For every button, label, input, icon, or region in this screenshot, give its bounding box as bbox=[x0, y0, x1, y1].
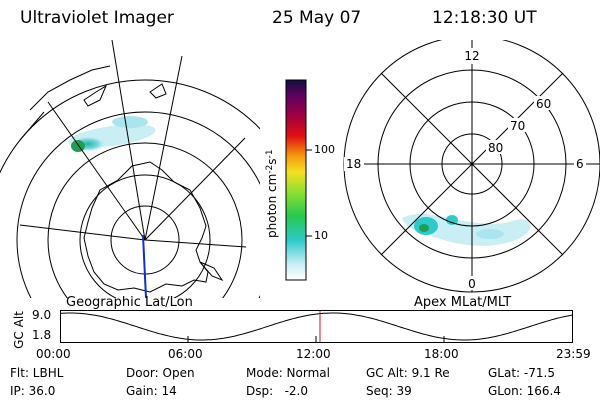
x-tick-0000: 00:00 bbox=[36, 347, 71, 361]
mlat-80-label: 80 bbox=[488, 141, 503, 155]
colorbar-gradient bbox=[285, 79, 307, 281]
geographic-label: Geographic Lat/Lon bbox=[66, 295, 193, 310]
alt-ylabel: GC Alt bbox=[11, 311, 26, 349]
x-tick-2359: 23:59 bbox=[556, 347, 591, 361]
glon-info: GLon: 166.4 bbox=[488, 384, 561, 398]
ip-info: IP: 36.0 bbox=[10, 384, 56, 398]
mlt-12-label: 12 bbox=[464, 49, 479, 63]
dsp-info: Dsp: -2.0 bbox=[246, 384, 309, 398]
colorbar-unit-label: photon cm-2s-1 bbox=[265, 149, 279, 238]
gain-info: Gain: 14 bbox=[126, 384, 177, 398]
glat-info: GLat: -71.5 bbox=[488, 366, 555, 380]
apex-label: Apex MLat/MLT bbox=[414, 295, 512, 310]
mode-info: Mode: Normal bbox=[246, 366, 330, 380]
mlt-0-label: 0 bbox=[468, 277, 476, 291]
x-tick-1800: 18:00 bbox=[424, 347, 459, 361]
date-label: 25 May 07 bbox=[272, 8, 362, 28]
mlat-60-label: 60 bbox=[536, 97, 551, 111]
door-info: Door: Open bbox=[126, 366, 195, 380]
alt-y-low: 1.8 bbox=[32, 328, 52, 342]
time-label: 12:18:30 UT bbox=[432, 8, 537, 28]
mlt-18-label: 18 bbox=[346, 157, 361, 171]
altitude-curve bbox=[60, 312, 573, 341]
mlat-mlt-map: 12 18 6 0 60 70 80 bbox=[343, 40, 600, 293]
colorbar: photon cm-2s-1 bbox=[265, 79, 312, 281]
flt-info: Flt: LBHL bbox=[10, 366, 64, 380]
colorbar-tick-100: 100 bbox=[314, 143, 335, 156]
seq-info: Seq: 39 bbox=[366, 384, 412, 398]
alt-y-high: 9.0 bbox=[32, 308, 52, 322]
gcalt-info: GC Alt: 9.1 Re bbox=[366, 366, 450, 380]
geographic-map bbox=[0, 40, 260, 298]
mlat-70-label: 70 bbox=[510, 119, 525, 133]
x-tick-1200: 12:00 bbox=[296, 347, 331, 361]
mlt-6-label: 6 bbox=[576, 157, 584, 171]
x-tick-0600: 06:00 bbox=[168, 347, 203, 361]
instrument-title: Ultraviolet Imager bbox=[20, 8, 174, 28]
altitude-plot bbox=[60, 310, 573, 343]
colorbar-tick-10: 10 bbox=[314, 229, 328, 242]
